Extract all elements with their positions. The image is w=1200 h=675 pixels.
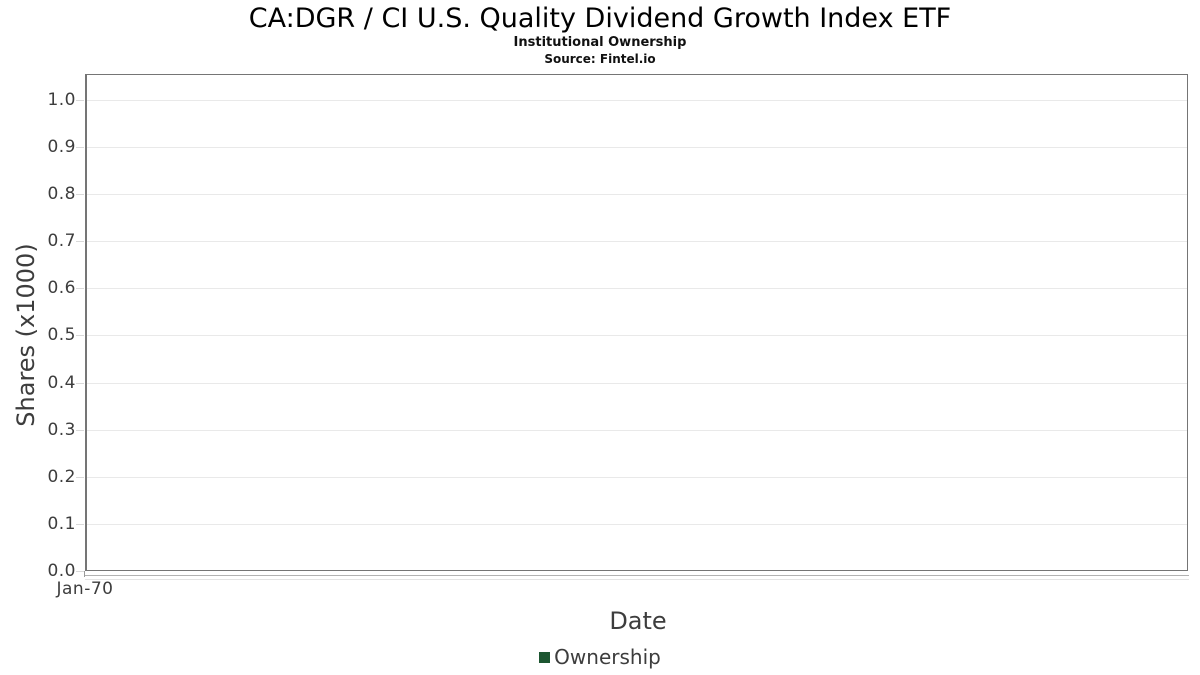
y-gridline [87,429,1187,431]
y-tick [76,335,84,336]
y-gridline [87,288,1187,290]
legend: Ownership [0,645,1200,670]
legend-label: Ownership [554,645,661,669]
y-gridline [87,523,1187,525]
y-tick [76,477,84,478]
y-tick-label: 0.5 [47,325,76,345]
y-tick-label: 0.7 [47,231,76,251]
x-tick-label: Jan-70 [56,579,114,599]
y-gridline [87,194,1187,196]
x-tick [84,571,85,577]
y-gridline [87,99,1187,101]
y-tick [76,430,84,431]
y-tick-label: 0.2 [47,467,76,487]
y-gridline [87,382,1187,384]
y-tick-label: 0.8 [47,184,76,204]
y-gridline [87,476,1187,478]
chart-subtitle: Institutional Ownership [513,35,687,50]
y-tick-label: 0.0 [47,561,76,581]
chart-title: CA:DGR / CI U.S. Quality Dividend Growth… [248,3,952,34]
y-tick [76,571,84,572]
plot-area [85,74,1188,571]
y-tick-label: 1.0 [47,90,76,110]
y-gridline [87,335,1187,337]
x-axis-title: Date [609,607,667,635]
y-tick [76,383,84,384]
y-gridline [87,241,1187,243]
y-gridline [87,147,1187,149]
y-tick [76,241,84,242]
y-tick-label: 0.4 [47,373,76,393]
chart-source: Source: Fintel.io [544,52,656,66]
y-tick [76,194,84,195]
y-tick [76,100,84,101]
y-tick-label: 0.9 [47,137,76,157]
y-tick-label: 0.1 [47,514,76,534]
y-tick-label: 0.6 [47,278,76,298]
x-axis-line [85,575,1189,576]
y-tick [76,288,84,289]
y-tick [76,147,84,148]
x-axis-tickline [85,579,1189,580]
legend-swatch-icon [539,652,551,663]
legend-entry-ownership: Ownership [539,645,661,670]
y-tick [76,524,84,525]
y-tick-label: 0.3 [47,420,76,440]
